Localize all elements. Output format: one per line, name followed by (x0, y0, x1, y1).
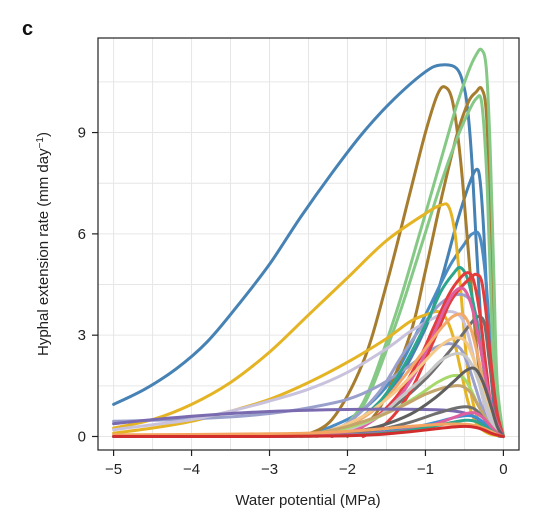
series-line-30 (112, 424, 505, 439)
x-axis: −5 −4 −3 −2 −1 0 (105, 450, 508, 478)
y-axis-title-end: ) (35, 132, 52, 137)
x-tick-label: −2 (339, 461, 356, 478)
series-group (112, 47, 505, 439)
y-tick-label: 3 (78, 327, 86, 344)
x-tick-label: −3 (261, 461, 278, 478)
y-tick-label: 9 (78, 125, 86, 142)
y-tick-label: 0 (78, 428, 86, 445)
y-axis-title: Hyphal extension rate (mm day−1) (35, 132, 53, 356)
x-tick-label: −1 (417, 461, 434, 478)
series-line-10 (112, 342, 505, 438)
y-tick-label: 6 (78, 226, 86, 243)
series-line-15 (330, 271, 505, 438)
series-line-6 (330, 47, 505, 438)
plot-frame (97, 37, 520, 451)
y-axis-title-sup: −1 (35, 137, 46, 149)
x-tick-label: −4 (183, 461, 200, 478)
x-tick-label: −5 (105, 461, 122, 478)
y-axis: 0 3 6 9 (78, 125, 98, 445)
series-line-7 (330, 94, 505, 438)
x-axis-title: Water potential (MPa) (235, 492, 380, 509)
y-axis-title-main: Hyphal extension rate (mm day (35, 148, 52, 356)
panel-label: c (22, 18, 34, 40)
series-line-16 (361, 272, 505, 438)
x-tick-label: 0 (499, 461, 507, 478)
series-line-29 (112, 422, 505, 438)
